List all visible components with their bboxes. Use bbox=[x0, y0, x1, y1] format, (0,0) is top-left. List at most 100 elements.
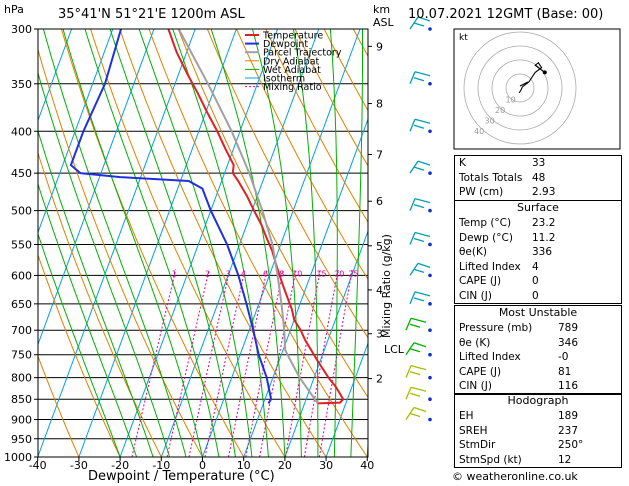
pressure-tick-label: 1000 bbox=[4, 451, 32, 464]
mu-cape-label: CAPE (J) bbox=[459, 365, 502, 378]
mu-cin-value: 116 bbox=[558, 380, 579, 392]
wind-marker bbox=[428, 129, 432, 134]
dry-adiabat-line bbox=[265, 29, 368, 223]
isotherm-line bbox=[202, 29, 361, 457]
dry-adiabat-line bbox=[148, 29, 368, 457]
mixing-ratio-tick-label: 25 bbox=[348, 269, 358, 278]
indices-table: K 33 Totals Totals 48 PW (cm) 2.93 bbox=[454, 155, 622, 201]
wind-barb bbox=[409, 119, 416, 132]
wind-barb bbox=[405, 317, 412, 331]
mu-pressure-value: 789 bbox=[558, 322, 579, 334]
surface-cape-label: CAPE (J) bbox=[459, 275, 502, 287]
wind-marker bbox=[428, 302, 432, 306]
km-tick-label: 2 bbox=[376, 373, 383, 386]
wind-marker bbox=[428, 208, 432, 213]
isotherm-line bbox=[38, 29, 196, 457]
wind-barb-flag bbox=[417, 262, 431, 269]
mu-pressure-label: Pressure (mb) bbox=[459, 322, 533, 334]
wind-barb-flag bbox=[413, 166, 425, 171]
pressure-tick-label: 500 bbox=[11, 205, 32, 218]
wind-barb bbox=[409, 198, 416, 211]
wet-adiabat-line bbox=[210, 29, 286, 457]
stmdir-value: 250° bbox=[558, 439, 584, 451]
hodograph-ring-label: 10 bbox=[506, 96, 516, 105]
mixing-ratio-line bbox=[303, 269, 339, 457]
pressure-tick-label: 300 bbox=[11, 23, 32, 36]
wind-barb-flag bbox=[413, 406, 427, 413]
wet-adiabat-line bbox=[329, 29, 338, 457]
wet-adiabat-line bbox=[252, 29, 302, 457]
surface-temp-value: 23.2 bbox=[532, 217, 556, 229]
temp-tick-label: -10 bbox=[152, 459, 170, 472]
mixing-ratio-tick-label: 1 bbox=[172, 269, 177, 278]
surface-table: Surface Temp (°C) 23.2 Dewp (°C) 11.2 θe(K… bbox=[454, 200, 622, 304]
wet-adiabat-line bbox=[62, 29, 203, 457]
wind-barb-flag bbox=[413, 22, 425, 27]
mixing-ratio-tick-label: 4 bbox=[241, 269, 246, 278]
temp-tick-label: -20 bbox=[111, 459, 129, 472]
mixing-ratio-line bbox=[166, 269, 210, 457]
wind-barb-flag bbox=[413, 342, 427, 348]
wind-barb-flag bbox=[413, 203, 425, 209]
wind-marker bbox=[428, 273, 432, 278]
mu-li-value: -0 bbox=[558, 351, 569, 363]
mixing-ratio-tick-label: 15 bbox=[316, 269, 326, 278]
k-value: 33 bbox=[532, 157, 546, 169]
stmdir-label: StmDir bbox=[459, 439, 496, 451]
temp-tick-label: 40 bbox=[360, 459, 374, 472]
mixing-ratio-line bbox=[228, 269, 268, 457]
surface-cape-value: 0 bbox=[532, 275, 539, 287]
hodograph-ring-label: 40 bbox=[474, 127, 484, 136]
temp-tick-label: 20 bbox=[278, 459, 292, 472]
dry-adiabat-line bbox=[177, 29, 368, 399]
mu-cape-value: 81 bbox=[558, 365, 572, 378]
hodograph-ring bbox=[505, 73, 535, 103]
surface-li-value: 4 bbox=[532, 260, 539, 273]
wind-barb bbox=[405, 386, 412, 400]
dry-adiabat-line bbox=[60, 29, 245, 457]
wind-barb-flag bbox=[409, 371, 421, 376]
wind-marker bbox=[428, 417, 432, 422]
tt-label: Totals Totals bbox=[459, 171, 523, 184]
wind-barb-flag bbox=[413, 297, 425, 302]
mixing-ratio-tick-label: 8 bbox=[279, 269, 284, 278]
wind-barb-flag bbox=[413, 268, 425, 274]
x-axis-label: Dewpoint / Temperature (°C) bbox=[88, 469, 275, 484]
mu-li-label: Lifted Index bbox=[459, 351, 521, 363]
hodograph-ring bbox=[463, 31, 577, 145]
dry-adiabat-line bbox=[206, 29, 368, 339]
dry-adiabat-line bbox=[38, 253, 121, 457]
isotherm-line bbox=[325, 341, 368, 457]
k-label: K bbox=[459, 157, 466, 169]
wind-marker bbox=[428, 171, 432, 175]
profile-dewpoint bbox=[69, 29, 273, 404]
wind-marker bbox=[428, 397, 432, 402]
km-tick-label: 6 bbox=[376, 195, 383, 208]
temp-tick-label: -30 bbox=[70, 459, 88, 472]
dry-adiabat-line bbox=[294, 29, 368, 167]
axes: 3003504004505005506006507007508008509009… bbox=[4, 23, 383, 472]
footer-credit: © weatheronline.co.uk bbox=[452, 470, 578, 483]
mu-thetae-value: 346 bbox=[558, 336, 579, 349]
mu-thetae-label: θe (K) bbox=[459, 336, 491, 349]
legend-label: Parcel Trajectory bbox=[263, 48, 342, 59]
wind-barb bbox=[409, 71, 416, 85]
mixing-ratio-tick-label: 10 bbox=[292, 269, 302, 278]
stmspd-label: StmSpd (kt) bbox=[459, 453, 522, 466]
hodograph-trace bbox=[518, 62, 546, 94]
wet-adiabat-line bbox=[109, 29, 236, 457]
dry-adiabat-line bbox=[38, 354, 80, 457]
surface-dewp-value: 11.2 bbox=[532, 231, 556, 244]
pressure-tick-label: 700 bbox=[11, 324, 32, 337]
isotherm-line bbox=[38, 29, 114, 234]
mixing-ratio-line bbox=[245, 269, 284, 457]
pressure-tick-label: 600 bbox=[11, 269, 32, 282]
wet-adiabat-line bbox=[38, 71, 170, 457]
surface-title: Surface bbox=[517, 201, 559, 214]
stmspd-value: 12 bbox=[558, 453, 572, 466]
mixing-ratio-line bbox=[284, 269, 321, 457]
mixing-ratio-line bbox=[204, 269, 246, 457]
tt-value: 48 bbox=[532, 171, 546, 184]
mixing-ratio-tick-label: 6 bbox=[263, 269, 268, 278]
